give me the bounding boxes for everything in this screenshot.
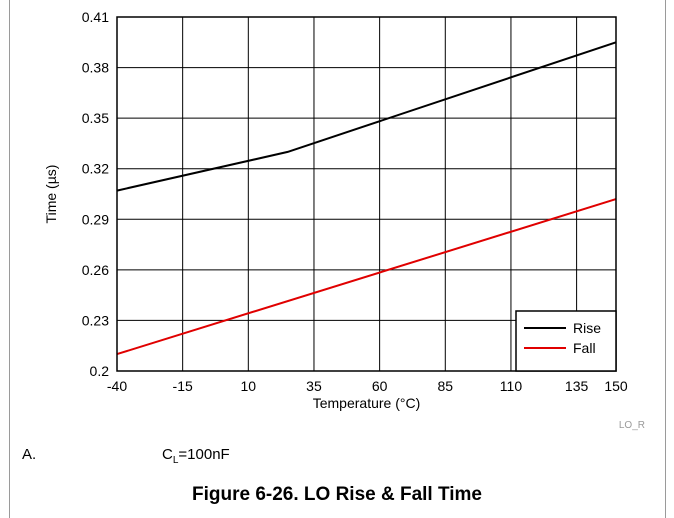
page-frame-left [9,0,10,518]
series-layer [116,41,617,356]
legend-box [515,310,617,372]
x-tick-label: -40 [107,378,127,394]
plot-area-border [116,16,617,372]
page-frame-right [665,0,666,518]
y-tick-label: 0.38 [82,60,109,76]
figure-reference-label: LO_R [619,420,645,431]
x-axis-ticks: -40 -15 10 35 60 85 110 135 150 [107,378,628,394]
chart-legend: Rise Fall [515,310,617,372]
x-tick-label: 10 [241,378,257,394]
legend-label-fall: Fall [573,340,596,356]
note-text-main: C [162,446,173,463]
note-text-rest: =100nF [178,446,230,463]
x-tick-label: 35 [306,378,322,394]
series-line-fall [116,198,617,356]
legend-label-rise: Rise [573,320,601,336]
y-axis-ticks: 0.2 0.23 0.26 0.29 0.32 0.35 0.38 0.41 [82,9,109,379]
series-line-rise [116,41,617,192]
x-tick-label: 110 [500,378,523,394]
x-tick-label: 85 [438,378,454,394]
y-axis-label: Time (µs) [43,165,59,224]
note-text: CL=100nF [162,446,230,466]
y-tick-label: 0.23 [82,312,109,328]
x-tick-label: 135 [565,378,589,394]
y-tick-label: 0.26 [82,262,109,278]
y-tick-label: 0.29 [82,211,109,227]
note-letter: A. [22,446,37,463]
x-tick-label: 150 [604,378,628,394]
y-tick-label: 0.35 [82,110,109,126]
x-tick-label: -15 [173,378,193,394]
y-tick-label: 0.32 [82,161,109,177]
x-tick-label: 60 [372,378,388,394]
x-axis-label: Temperature (°C) [313,395,421,411]
y-tick-label: 0.2 [90,363,110,379]
figure-caption: Figure 6-26. LO Rise & Fall Time [191,484,482,505]
line-chart: -40 -15 10 35 60 85 110 135 150 0.20.230.260.290… [43,9,645,431]
note-text-subscript: L [172,455,179,466]
y-tick-label: 0.41 [82,9,109,25]
